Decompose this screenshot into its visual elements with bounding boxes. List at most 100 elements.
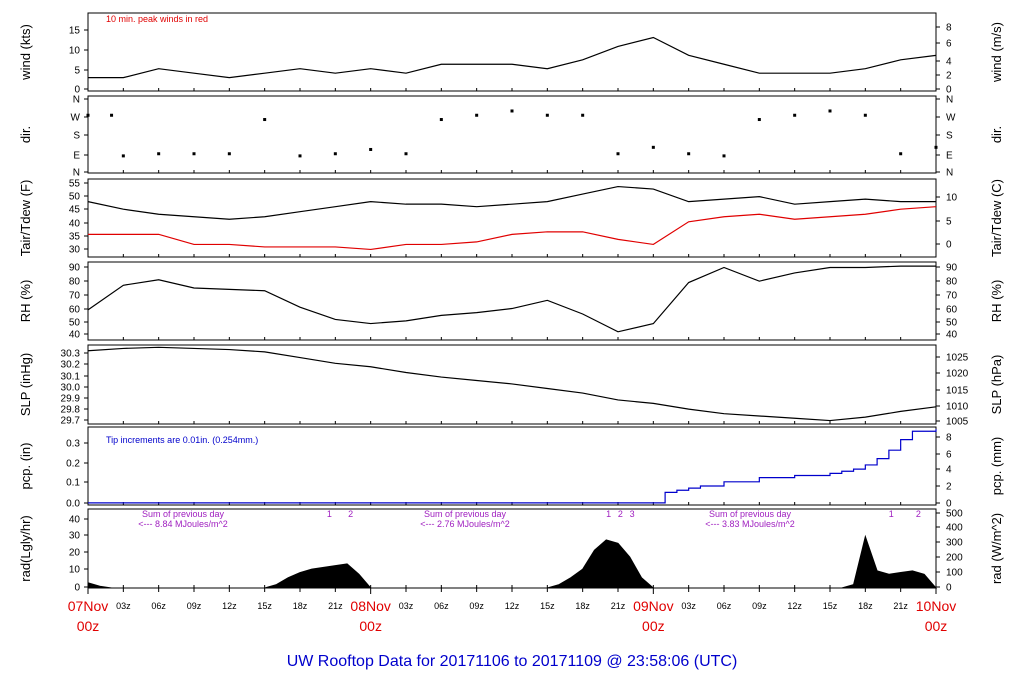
rad-right-tick-label: 500 (946, 509, 963, 520)
dir-point (863, 113, 867, 117)
temp-left-tick-label: 30 (69, 245, 81, 256)
rh-left-tick-label: 60 (69, 305, 81, 316)
rad-right-tick-label: 0 (946, 583, 952, 594)
rad-left-tick-label: 40 (69, 515, 81, 526)
slp-right-tick-label: 1020 (946, 369, 969, 380)
dir-point (722, 154, 726, 158)
wind-right-tick-label: 0 (946, 85, 952, 96)
rad-peak-marker: 1 (327, 509, 332, 519)
rh-right-tick-label: 80 (946, 277, 958, 288)
dir-point (934, 145, 938, 149)
x-day-label-date: 10Nov (916, 598, 956, 614)
dir-right-tick-label: N (946, 95, 953, 106)
x-hour-tick-label: 09z (752, 601, 767, 611)
x-day-label-date: 07Nov (68, 598, 108, 614)
rh-left-tick-label: 50 (69, 318, 81, 329)
dir-right-tick-label: E (946, 151, 953, 162)
rad-day-note-value: <--- 8.84 MJoules/m^2 (138, 519, 228, 529)
slp-ylabel-right: SLP (hPa) (989, 355, 1004, 415)
rh-panel-frame (87, 261, 937, 341)
rad-day-note-title: Sum of previous day (424, 509, 507, 519)
pcp-left-tick-label: 0.3 (66, 439, 80, 450)
wind-left-tick-label: 0 (74, 85, 80, 96)
rh-ylabel-left: RH (%) (18, 280, 33, 323)
rad-day-note-title: Sum of previous day (142, 509, 225, 519)
dir-point (192, 152, 196, 156)
rad-left-tick-label: 20 (69, 548, 81, 559)
dir-point (757, 118, 761, 122)
rad-day-note-value: <--- 3.83 MJoules/m^2 (705, 519, 795, 529)
rad-peak-marker: 1 (606, 509, 611, 519)
pcp-right-tick-label: 2 (946, 482, 952, 493)
dir-point (439, 118, 443, 122)
rh-left-tick-label: 80 (69, 277, 81, 288)
slp-inhg-line (87, 346, 937, 422)
temp-left-tick-label: 40 (69, 219, 81, 230)
wind-panel-frame (87, 12, 937, 92)
pcp-right-tick-label: 8 (946, 433, 952, 444)
rad-right-tick-label: 400 (946, 523, 963, 534)
slp-left-tick-label: 30.1 (61, 372, 81, 383)
rh-ylabel-right: RH (%) (989, 280, 1004, 323)
rad-right-tick-label: 100 (946, 568, 963, 579)
pcp-ylabel-right: pcp. (mm) (989, 437, 1004, 496)
x-hour-tick-label: 12z (505, 601, 520, 611)
dir-point (616, 152, 620, 156)
dir-right-tick-label: W (946, 113, 956, 124)
rh-right-tick-label: 40 (946, 330, 958, 341)
rad-day-note-title: Sum of previous day (709, 509, 792, 519)
pcp-note: Tip increments are 0.01in. (0.254mm.) (106, 435, 258, 445)
x-hour-tick-label: 18z (575, 601, 590, 611)
dir-point (369, 147, 373, 151)
dir-ylabel-right: dir. (989, 126, 1004, 143)
x-day-label-date: 08Nov (350, 598, 390, 614)
wind-note: 10 min. peak winds in red (106, 14, 208, 24)
pcp-left-tick-label: 0.1 (66, 478, 80, 489)
temp-left-tick-label: 50 (69, 192, 81, 203)
x-day-label-hour: 00z (925, 618, 948, 634)
wind-ylabel-right: wind (m/s) (989, 22, 1004, 83)
dir-right-tick-label: S (946, 131, 953, 142)
x-hour-tick-label: 03z (116, 601, 131, 611)
temp-left-tick-label: 55 (69, 179, 81, 190)
dir-point (298, 154, 302, 158)
wind-ylabel-left: wind (kts) (18, 24, 33, 81)
x-hour-tick-label: 12z (787, 601, 802, 611)
dir-left-tick-label: W (71, 113, 81, 124)
rad-peak-marker: 2 (348, 509, 353, 519)
dir-point (475, 113, 479, 117)
x-hour-tick-label: 06z (717, 601, 732, 611)
x-hour-tick-label: 15z (257, 601, 272, 611)
rad-left-tick-label: 30 (69, 531, 81, 542)
rh-left-tick-label: 90 (69, 263, 81, 274)
rh-right-tick-label: 60 (946, 305, 958, 316)
temp-left-tick-label: 45 (69, 205, 81, 216)
dir-right-tick-label: N (946, 168, 953, 179)
rh-right-tick-label: 70 (946, 291, 958, 302)
x-hour-tick-label: 15z (823, 601, 838, 611)
temp-right-tick-label: 10 (946, 193, 958, 204)
wind-left-tick-label: 15 (69, 26, 81, 37)
dir-panel-frame (87, 95, 937, 174)
x-hour-tick-label: 21z (893, 601, 908, 611)
dir-point (581, 113, 585, 117)
panels-layer (84, 12, 940, 594)
x-hour-tick-label: 06z (151, 601, 166, 611)
x-hour-tick-label: 21z (328, 601, 343, 611)
slp-right-tick-label: 1010 (946, 402, 969, 413)
dir-point (86, 113, 90, 117)
x-hour-tick-label: 03z (399, 601, 414, 611)
dir-point (687, 152, 691, 156)
dir-point (793, 113, 797, 117)
x-hour-tick-label: 15z (540, 601, 555, 611)
x-hour-tick-label: 09z (187, 601, 202, 611)
pcp-right-tick-label: 0 (946, 499, 952, 510)
rad-day-note-value: <--- 2.76 MJoules/m^2 (420, 519, 510, 529)
dir-point (263, 118, 267, 122)
wind-right-tick-label: 2 (946, 71, 952, 82)
temp-right-tick-label: 0 (946, 240, 952, 251)
tair-f-line (87, 185, 936, 220)
pcp-left-tick-label: 0.0 (66, 499, 80, 510)
